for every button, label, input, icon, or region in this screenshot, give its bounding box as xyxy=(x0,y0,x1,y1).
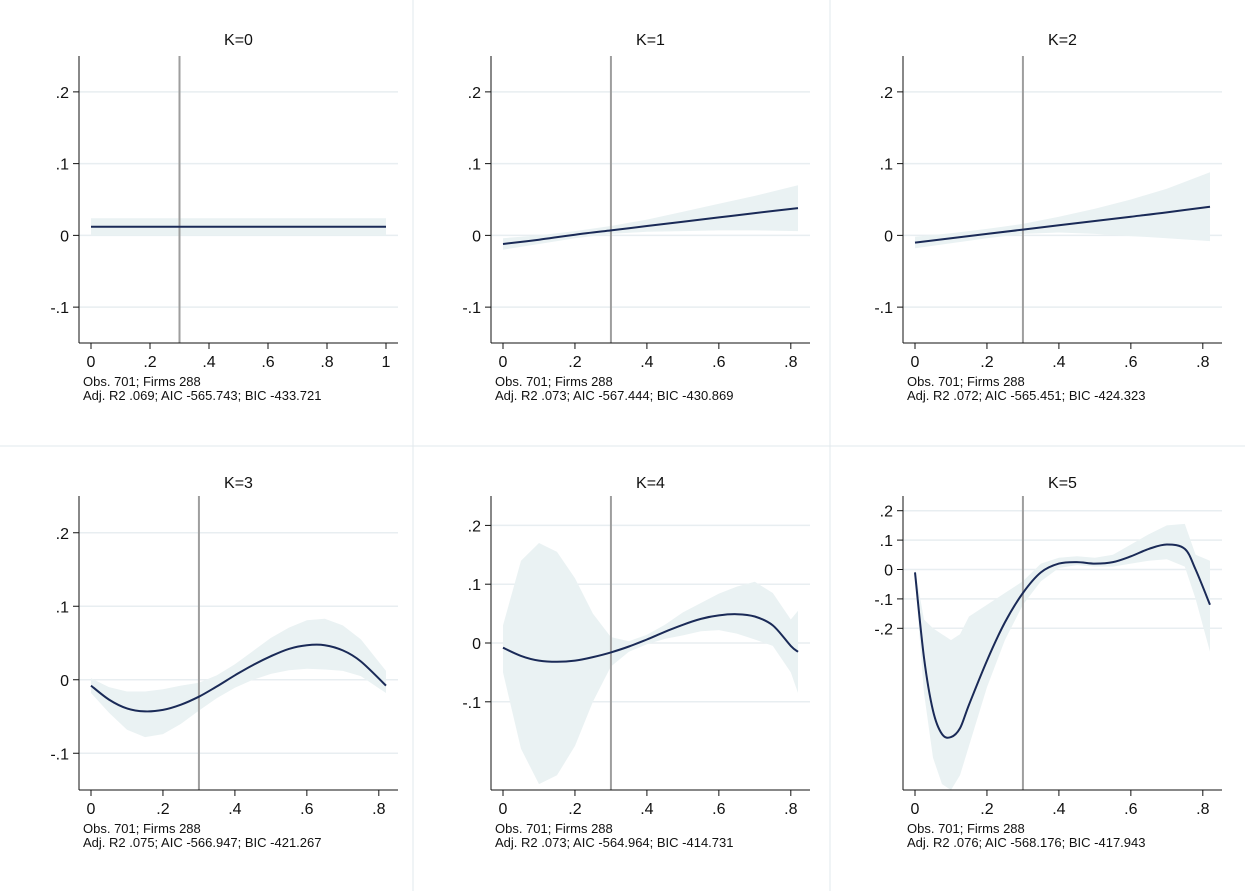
y-tick-label: -.1 xyxy=(462,695,481,712)
y-tick-label: -.1 xyxy=(462,300,481,317)
x-tick-label: .4 xyxy=(640,354,653,371)
x-tick-label: .2 xyxy=(143,354,156,371)
y-tick-label: .1 xyxy=(468,157,481,174)
y-tick-label: 0 xyxy=(60,673,69,690)
note-obs-firms: Obs. 701; Firms 288 xyxy=(907,821,1025,836)
x-tick-label: .6 xyxy=(712,354,725,371)
y-tick-label: 0 xyxy=(884,228,893,245)
panel-title: K=5 xyxy=(1048,475,1077,492)
x-tick-label: 0 xyxy=(911,354,920,371)
x-tick-label: .2 xyxy=(980,354,993,371)
note-fit-stats: Adj. R2 .073; AIC -564.964; BIC -414.731 xyxy=(495,835,733,850)
confidence-band xyxy=(915,523,1210,790)
y-tick-label: -.1 xyxy=(50,746,69,763)
y-tick-label: .1 xyxy=(880,533,893,550)
note-fit-stats: Adj. R2 .073; AIC -567.444; BIC -430.869 xyxy=(495,388,733,403)
y-tick-label: .1 xyxy=(468,577,481,594)
note-obs-firms: Obs. 701; Firms 288 xyxy=(495,821,613,836)
y-tick-label: .2 xyxy=(880,504,893,521)
fitted-line xyxy=(502,613,799,663)
y-tick-label: 0 xyxy=(472,636,481,653)
confidence-band xyxy=(503,543,798,785)
panel-title: K=2 xyxy=(1048,32,1077,49)
x-tick-label: .4 xyxy=(228,801,241,818)
x-tick-label: .8 xyxy=(372,801,385,818)
y-tick-label: 0 xyxy=(884,563,893,580)
x-tick-label: .2 xyxy=(980,801,993,818)
panel-k2: K=2 .2 .1 0 -.1 0 .2 .4 .6 .8 Obs. 701; Firms 288A… xyxy=(874,32,1222,403)
x-tick-label: .8 xyxy=(784,801,797,818)
x-tick-label: .4 xyxy=(640,801,653,818)
x-tick-label: .6 xyxy=(1124,354,1137,371)
confidence-band xyxy=(915,172,1210,249)
panel-k3: K=3 .2 .1 0 -.1 0 .2 .4 .6 .8 Obs. 701; Firms 288A… xyxy=(50,475,398,850)
x-tick-label: .4 xyxy=(202,354,215,371)
y-tick-label: .1 xyxy=(56,599,69,616)
x-tick-label: .8 xyxy=(1196,354,1209,371)
panel-title: K=4 xyxy=(636,475,665,492)
note-obs-firms: Obs. 701; Firms 288 xyxy=(83,374,201,389)
fitted-line xyxy=(502,207,799,245)
y-tick-label: .2 xyxy=(56,85,69,102)
x-tick-label: 0 xyxy=(499,354,508,371)
note-fit-stats: Adj. R2 .069; AIC -565.743; BIC -433.721 xyxy=(83,388,321,403)
y-tick-label: 0 xyxy=(472,228,481,245)
y-tick-label: .2 xyxy=(56,526,69,543)
note-fit-stats: Adj. R2 .076; AIC -568.176; BIC -417.943 xyxy=(907,835,1145,850)
x-tick-label: .6 xyxy=(1124,801,1137,818)
x-tick-label: .6 xyxy=(712,801,725,818)
panel-k0: K=0 .2 .1 0 -.1 0 .2 .4 .6 .8 1 Obs. 701; Firms 288… xyxy=(50,32,398,403)
fitted-line xyxy=(914,205,1211,244)
confidence-band xyxy=(503,185,798,250)
y-tick-label: -.1 xyxy=(50,300,69,317)
panel-title: K=1 xyxy=(636,32,665,49)
y-tick-label: .1 xyxy=(880,157,893,174)
x-tick-label: 0 xyxy=(87,801,96,818)
y-tick-label: -.1 xyxy=(874,300,893,317)
note-obs-firms: Obs. 701; Firms 288 xyxy=(907,374,1025,389)
x-tick-label: .4 xyxy=(1052,354,1065,371)
note-obs-firms: Obs. 701; Firms 288 xyxy=(495,374,613,389)
y-tick-label: .2 xyxy=(468,85,481,102)
x-tick-label: 1 xyxy=(382,354,391,371)
y-tick-label: -.2 xyxy=(874,621,893,638)
x-tick-label: 0 xyxy=(911,801,920,818)
x-tick-label: 0 xyxy=(87,354,96,371)
x-tick-label: .2 xyxy=(568,354,581,371)
fitted-line xyxy=(914,543,1211,739)
panel-title: K=0 xyxy=(224,32,253,49)
x-tick-label: .2 xyxy=(568,801,581,818)
note-fit-stats: Adj. R2 .072; AIC -565.451; BIC -424.323 xyxy=(907,388,1145,403)
y-tick-label: -.1 xyxy=(874,592,893,609)
y-tick-label: 0 xyxy=(60,228,69,245)
x-tick-label: 0 xyxy=(499,801,508,818)
fitted-line xyxy=(90,643,387,713)
x-tick-label: .8 xyxy=(320,354,333,371)
x-tick-label: .4 xyxy=(1052,801,1065,818)
panel-k5: K=5 .2 .1 0 -.1 -.2 0 .2 .4 .6 .8 Obs. 701; Firms 2… xyxy=(874,475,1222,850)
panel-k4: K=4 .2 .1 0 -.1 0 .2 .4 .6 .8 Obs. 701; Firms 288A… xyxy=(462,475,810,850)
x-tick-label: .8 xyxy=(784,354,797,371)
panel-k1: K=1 .2 .1 0 -.1 0 .2 .4 .6 .8 Obs. 701; Firms 288A… xyxy=(462,32,810,403)
note-fit-stats: Adj. R2 .075; AIC -566.947; BIC -421.267 xyxy=(83,835,321,850)
y-tick-label: .1 xyxy=(56,157,69,174)
panel-title: K=3 xyxy=(224,475,253,492)
confidence-band xyxy=(91,618,386,738)
y-tick-label: .2 xyxy=(468,518,481,535)
x-tick-label: .6 xyxy=(300,801,313,818)
x-tick-label: .2 xyxy=(156,801,169,818)
y-tick-label: .2 xyxy=(880,85,893,102)
x-tick-label: .6 xyxy=(261,354,274,371)
x-tick-label: .8 xyxy=(1196,801,1209,818)
note-obs-firms: Obs. 701; Firms 288 xyxy=(83,821,201,836)
